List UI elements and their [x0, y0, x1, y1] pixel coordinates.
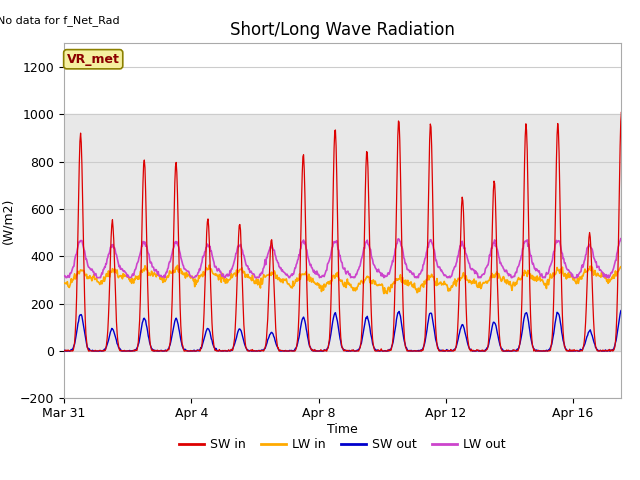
Bar: [64, 114, 621, 351]
Y-axis label: (W/m2): (W/m2): [1, 198, 14, 244]
Text: VR_met: VR_met: [67, 53, 120, 66]
X-axis label: Time: Time: [327, 423, 358, 436]
Title: Short/Long Wave Radiation: Short/Long Wave Radiation: [230, 21, 455, 39]
Text: No data for f_Net_Rad: No data for f_Net_Rad: [0, 15, 120, 26]
Legend: SW in, LW in, SW out, LW out: SW in, LW in, SW out, LW out: [174, 433, 511, 456]
